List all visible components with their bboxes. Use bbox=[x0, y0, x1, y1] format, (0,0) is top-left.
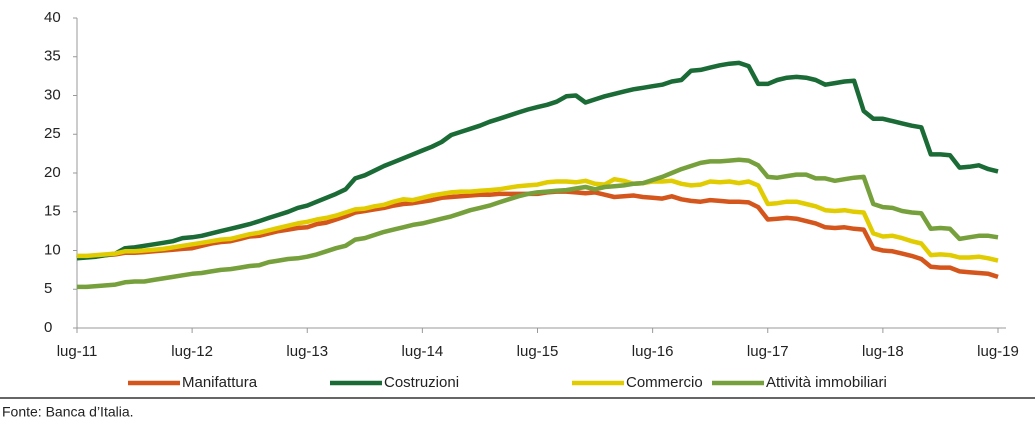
x-tick-label: lug-14 bbox=[402, 343, 444, 360]
legend-label: Manifattura bbox=[182, 374, 258, 391]
x-tick-label: lug-15 bbox=[517, 343, 559, 360]
y-tick-label: 25 bbox=[44, 125, 61, 142]
source-note: Fonte: Banca d’Italia. bbox=[2, 404, 134, 420]
y-tick-label: 35 bbox=[44, 48, 61, 65]
x-tick-label: lug-13 bbox=[286, 343, 328, 360]
series-line bbox=[76, 60, 999, 261]
x-tick-label: lug-18 bbox=[862, 343, 904, 360]
series-line bbox=[77, 176, 999, 263]
legend-label: Costruzioni bbox=[384, 374, 459, 391]
y-tick-label: 0 bbox=[44, 319, 52, 336]
x-tick-label: lug-11 bbox=[57, 343, 98, 360]
legend-label: Commercio bbox=[626, 374, 703, 391]
y-tick-label: 15 bbox=[44, 203, 61, 220]
x-tick-label: lug-12 bbox=[171, 343, 213, 360]
y-tick-label: 5 bbox=[44, 280, 52, 297]
series-line bbox=[77, 157, 999, 290]
x-tick-label: lug-16 bbox=[632, 343, 674, 360]
y-tick-label: 10 bbox=[44, 241, 61, 258]
legend-label: Attività immobiliari bbox=[766, 374, 887, 391]
y-tick-label: 40 bbox=[44, 9, 61, 26]
y-tick-label: 20 bbox=[44, 164, 61, 181]
x-tick-label: lug-19 bbox=[977, 343, 1019, 360]
y-tick-label: 30 bbox=[44, 86, 61, 103]
x-tick-label: lug-17 bbox=[747, 343, 789, 360]
